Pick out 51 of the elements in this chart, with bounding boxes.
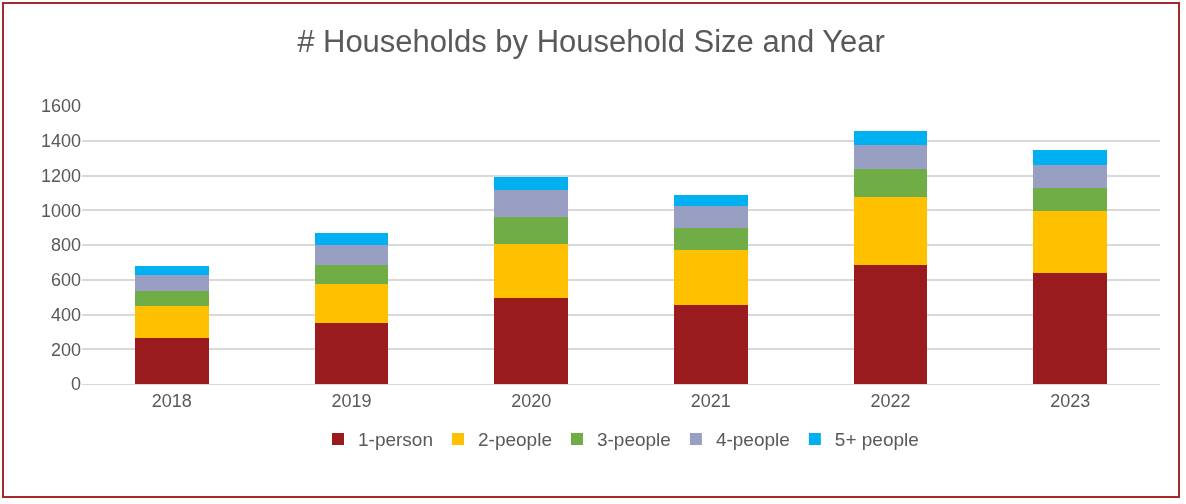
bar xyxy=(494,176,568,191)
x-tick-label: 2018 xyxy=(151,390,192,411)
y-tick-label: 1400 xyxy=(40,131,81,152)
bar xyxy=(494,244,568,299)
legend-label: 1-person xyxy=(358,429,433,451)
legend-label: 4-people xyxy=(715,429,790,451)
y-tick-label: 400 xyxy=(50,304,81,325)
chart-title: # Households by Household Size and Year xyxy=(297,23,885,59)
bar xyxy=(674,250,748,306)
y-tick-label: 800 xyxy=(50,235,81,256)
bar xyxy=(1033,150,1107,165)
bar xyxy=(135,266,209,276)
y-tick-label: 1200 xyxy=(40,165,81,186)
bar xyxy=(1033,188,1107,211)
y-tick-label: 600 xyxy=(50,270,81,291)
bar xyxy=(1033,272,1107,384)
x-tick-label: 2021 xyxy=(690,390,731,411)
x-tick-label: 2023 xyxy=(1050,390,1091,411)
bar xyxy=(853,144,928,169)
bar xyxy=(314,264,389,284)
y-tick-label: 0 xyxy=(70,374,81,395)
bar xyxy=(853,197,928,265)
y-tick-label: 1000 xyxy=(40,200,81,221)
y-tick-label: 1600 xyxy=(40,96,81,117)
bar xyxy=(674,227,748,251)
legend-label: 2-people xyxy=(478,429,552,451)
y-tick-label: 200 xyxy=(50,339,81,360)
x-tick-label: 2019 xyxy=(331,390,372,411)
bar xyxy=(853,130,928,145)
bar xyxy=(853,168,928,198)
bar xyxy=(314,233,389,246)
x-tick-label: 2020 xyxy=(511,390,552,411)
bar xyxy=(1033,164,1107,189)
bar xyxy=(314,323,389,384)
bar xyxy=(135,306,209,338)
bar xyxy=(494,298,568,384)
bar xyxy=(314,245,389,265)
legend-label: 3-people xyxy=(596,429,671,451)
bar xyxy=(494,216,568,245)
bar xyxy=(674,206,748,228)
bar xyxy=(135,337,209,384)
bar xyxy=(314,283,389,324)
legend-label: 5+ people xyxy=(834,429,919,451)
bar xyxy=(1033,210,1107,273)
bar xyxy=(494,190,568,217)
x-tick-label: 2022 xyxy=(870,390,911,411)
bar xyxy=(853,264,928,384)
bar xyxy=(135,275,209,291)
bar xyxy=(135,290,209,307)
bar xyxy=(674,195,748,207)
bar xyxy=(674,305,748,384)
